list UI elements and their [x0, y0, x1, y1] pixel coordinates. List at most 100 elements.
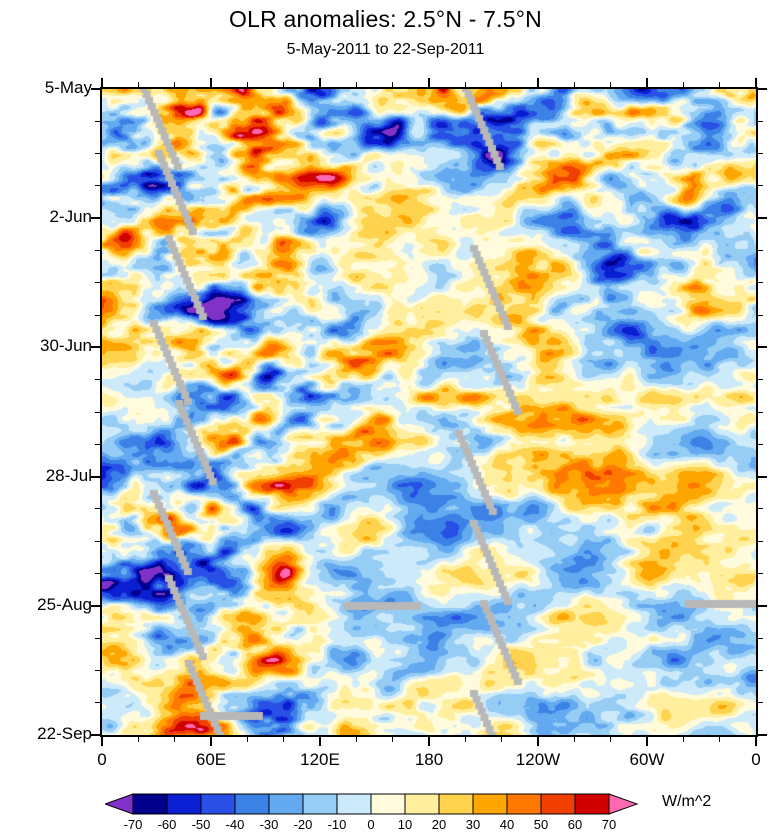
axis-tick [719, 737, 721, 742]
colorbar-right-arrow [608, 793, 639, 815]
axis-tick [758, 443, 763, 445]
axis-tick [755, 78, 757, 87]
axis-tick [501, 82, 503, 87]
axis-tick [758, 120, 763, 122]
x-tick-label: 60W [629, 750, 665, 769]
axis-tick [91, 734, 100, 736]
axis-tick [537, 78, 539, 87]
colorbar-segment [404, 793, 440, 815]
axis-tick [95, 120, 100, 122]
colorbar-tick-label: -40 [226, 817, 245, 832]
axis-tick [174, 737, 176, 742]
axis-tick [464, 82, 466, 87]
axis-tick [319, 737, 321, 746]
colorbar-tick-label: 60 [568, 817, 582, 832]
colorbar-segment [506, 793, 542, 815]
x-tick-label: 0 [97, 750, 107, 769]
axis-tick [758, 734, 767, 736]
axis-tick [283, 737, 285, 742]
axis-tick [758, 540, 763, 542]
axis-tick [95, 637, 100, 639]
axis-tick [428, 737, 430, 746]
x-tick-label: 0 [751, 750, 761, 769]
colorbar-segment [268, 793, 304, 815]
axis-tick [246, 82, 248, 87]
axis-tick [573, 82, 575, 87]
axis-tick [91, 346, 100, 349]
axis-tick [758, 314, 763, 316]
plot-frame [100, 87, 758, 737]
colorbar-segment [472, 793, 508, 815]
axis-tick [95, 153, 100, 155]
colorbar-tick-label: 30 [466, 817, 480, 832]
y-tick-label: 22-Sep [37, 724, 92, 743]
axis-tick [758, 185, 763, 187]
colorbar-segment [574, 793, 610, 815]
axis-tick [758, 282, 763, 284]
axis-tick [758, 508, 763, 510]
axis-tick [91, 88, 100, 90]
axis-tick [95, 702, 100, 704]
colorbar-tick-label: -50 [192, 817, 211, 832]
colorbar-segment [200, 793, 236, 815]
colorbar-tick-label: 20 [432, 817, 446, 832]
axis-tick [101, 737, 103, 746]
axis-tick [610, 737, 612, 742]
axis-tick [682, 82, 684, 87]
axis-tick [95, 250, 100, 251]
x-tick-label: 180 [414, 750, 444, 769]
axis-tick [719, 82, 721, 87]
x-tick-label: 120W [515, 750, 561, 769]
axis-tick [95, 379, 100, 381]
colorbar-tick-label: -70 [124, 817, 143, 832]
axis-tick [758, 604, 767, 607]
y-tick-label: 28-Jul [45, 465, 92, 485]
colorbar: -70 -60 -50 -40 -30 -20 -10 0 10 20 30 40 50 60 70 [105, 793, 639, 832]
axis-tick [95, 669, 100, 671]
axis-tick [758, 379, 763, 381]
axis-tick [95, 443, 100, 445]
colorbar-segment [132, 793, 168, 815]
colorbar-tick-label: -30 [260, 817, 279, 832]
axis-tick [758, 250, 763, 251]
axis-tick [682, 737, 684, 742]
axis-tick [758, 702, 763, 704]
axis-tick [758, 346, 767, 349]
axis-tick [646, 737, 648, 746]
axis-tick [95, 540, 100, 542]
colorbar-tick-label: 70 [602, 817, 616, 832]
axis-tick [137, 737, 139, 742]
colorbar-tick-label: -10 [328, 817, 347, 832]
colorbar-tick-label: 50 [534, 817, 548, 832]
colorbar-tick-label: 10 [398, 817, 412, 832]
axis-tick [319, 78, 321, 87]
axis-tick [91, 475, 100, 478]
axis-tick [95, 185, 100, 187]
colorbar-units-label: W/m^2 [662, 793, 712, 810]
colorbar-tick-label: -60 [158, 817, 177, 832]
axis-tick [758, 217, 767, 220]
axis-tick [428, 78, 430, 87]
axis-tick [758, 475, 767, 478]
axis-tick [646, 78, 648, 87]
y-tick-label: 2-Jun [49, 207, 92, 227]
axis-tick [392, 737, 394, 742]
axis-tick [758, 411, 763, 413]
axis-tick [101, 78, 103, 87]
colorbar-tick-label: 40 [500, 817, 514, 832]
axis-tick [758, 669, 763, 671]
axis-tick [95, 282, 100, 284]
colorbar-segment [336, 793, 372, 815]
colorbar-segment [438, 793, 474, 815]
axis-tick [758, 153, 763, 155]
y-tick-label: 30-Jun [40, 336, 92, 356]
x-tick-label: 60E [195, 750, 227, 769]
axis-tick [95, 573, 100, 574]
chart-subtitle: 5-May-2011 to 22-Sep-2011 [286, 41, 485, 58]
axis-tick [758, 573, 763, 574]
axis-tick [758, 637, 763, 639]
y-tick-label: 25-Aug [37, 594, 92, 614]
axis-tick [210, 78, 212, 87]
axis-tick [755, 737, 757, 746]
